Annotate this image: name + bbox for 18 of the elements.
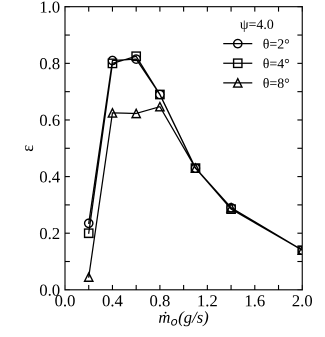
x-tick-label: 1.2	[198, 295, 217, 306]
legend-title: ψ=4.0	[240, 20, 274, 32]
x-tick-label: 0.4	[102, 295, 123, 306]
legend-label: θ=2°	[263, 38, 290, 49]
x-axis-title: ṁ$_{o}$(g/s)	[158, 311, 208, 326]
y-tick-label: 0.0	[40, 284, 60, 296]
y-axis-title: ε	[25, 145, 34, 152]
y-tick-label: 0.2	[40, 228, 60, 240]
y-tick-label: 0.4	[40, 171, 60, 183]
y-tick-label: 0.8	[40, 58, 60, 70]
x-tick-label: 1.6	[246, 295, 265, 306]
x-tick-label: 0.0	[55, 295, 75, 306]
x-tick-label: 2.0	[292, 295, 312, 306]
y-tick-label: 1.0	[40, 1, 60, 13]
x-tick-label: 0.8	[150, 295, 170, 306]
legend-label: θ=8°	[263, 78, 290, 88]
y-tick-label: 0.6	[40, 114, 60, 126]
legend-label: θ=4°	[263, 58, 290, 68]
